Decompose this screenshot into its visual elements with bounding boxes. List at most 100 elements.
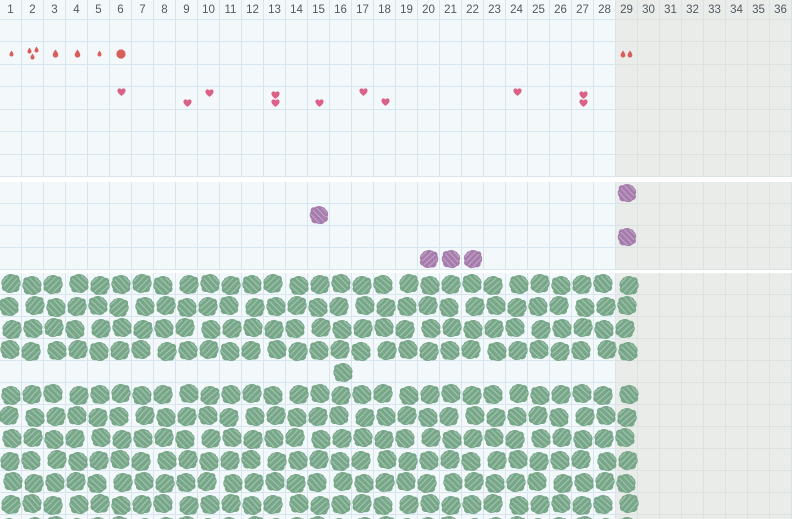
grid-cell[interactable]: [22, 248, 44, 270]
grid-cell[interactable]: [110, 132, 132, 155]
grid-cell[interactable]: [770, 204, 792, 226]
grid-cell[interactable]: [264, 132, 286, 155]
grid-cell[interactable]: [0, 471, 22, 493]
grid-cell[interactable]: [660, 383, 682, 405]
grid-cell[interactable]: [22, 64, 44, 88]
grid-cell[interactable]: [352, 361, 374, 383]
grid-cell[interactable]: [352, 339, 374, 361]
grid-cell[interactable]: [66, 204, 88, 226]
grid-cell[interactable]: [660, 493, 682, 515]
grid-cell[interactable]: [484, 226, 506, 248]
grid-cell[interactable]: [484, 317, 506, 339]
grid-cell[interactable]: [198, 361, 220, 383]
grid-cell[interactable]: [638, 204, 660, 226]
grid-cell[interactable]: [616, 471, 638, 493]
grid-cell[interactable]: [770, 64, 792, 88]
grid-cell[interactable]: [198, 339, 220, 361]
grid-cell[interactable]: [770, 87, 792, 110]
grid-cell[interactable]: [528, 427, 550, 449]
grid-cell[interactable]: [132, 339, 154, 361]
grid-cell[interactable]: [286, 226, 308, 248]
grid-cell[interactable]: [0, 493, 22, 515]
day-header-cell[interactable]: 13: [264, 0, 286, 20]
grid-cell[interactable]: [572, 109, 594, 133]
grid-cell[interactable]: [462, 361, 484, 383]
grid-cell[interactable]: [154, 295, 176, 317]
grid-cell[interactable]: [352, 154, 374, 177]
grid-cell[interactable]: [66, 295, 88, 317]
grid-cell[interactable]: [330, 405, 352, 427]
grid-cell[interactable]: [330, 515, 352, 519]
grid-cell[interactable]: [220, 493, 242, 515]
grid-cell[interactable]: [594, 405, 616, 427]
grid-cell[interactable]: [726, 471, 748, 493]
grid-cell[interactable]: [572, 87, 594, 110]
grid-cell[interactable]: [154, 20, 176, 43]
grid-cell[interactable]: [154, 182, 176, 204]
grid-cell[interactable]: [660, 405, 682, 427]
grid-cell[interactable]: [638, 64, 660, 88]
grid-cell[interactable]: [616, 226, 638, 248]
day-header-cell[interactable]: 23: [484, 0, 506, 20]
grid-cell[interactable]: [682, 248, 704, 270]
grid-cell[interactable]: [462, 339, 484, 361]
grid-cell[interactable]: [396, 493, 418, 515]
grid-cell[interactable]: [418, 405, 440, 427]
grid-cell[interactable]: [682, 493, 704, 515]
grid-cell[interactable]: [220, 317, 242, 339]
grid-cell[interactable]: [44, 273, 66, 295]
grid-cell[interactable]: [308, 87, 330, 110]
grid-cell[interactable]: [462, 87, 484, 110]
grid-cell[interactable]: [550, 339, 572, 361]
grid-cell[interactable]: [242, 317, 264, 339]
grid-cell[interactable]: [704, 87, 726, 110]
grid-cell[interactable]: [22, 182, 44, 204]
grid-cell[interactable]: [352, 20, 374, 43]
grid-cell[interactable]: [132, 427, 154, 449]
grid-cell[interactable]: [748, 515, 770, 519]
grid-cell[interactable]: [770, 339, 792, 361]
grid-cell[interactable]: [594, 226, 616, 248]
grid-cell[interactable]: [374, 317, 396, 339]
grid-cell[interactable]: [0, 248, 22, 270]
grid-cell[interactable]: [110, 182, 132, 204]
grid-cell[interactable]: [528, 295, 550, 317]
grid-cell[interactable]: [726, 383, 748, 405]
grid-cell[interactable]: [132, 361, 154, 383]
grid-cell[interactable]: [462, 515, 484, 519]
grid-cell[interactable]: [484, 204, 506, 226]
grid-cell[interactable]: [396, 204, 418, 226]
grid-cell[interactable]: [440, 42, 462, 65]
grid-cell[interactable]: [418, 493, 440, 515]
grid-cell[interactable]: [484, 493, 506, 515]
grid-cell[interactable]: [22, 339, 44, 361]
grid-cell[interactable]: [374, 383, 396, 405]
grid-cell[interactable]: [22, 226, 44, 248]
grid-cell[interactable]: [220, 273, 242, 295]
grid-cell[interactable]: [22, 493, 44, 515]
grid-cell[interactable]: [132, 405, 154, 427]
day-header-cell[interactable]: 19: [396, 0, 418, 20]
grid-cell[interactable]: [440, 109, 462, 133]
grid-cell[interactable]: [748, 339, 770, 361]
grid-cell[interactable]: [572, 182, 594, 204]
grid-cell[interactable]: [726, 42, 748, 65]
grid-cell[interactable]: [198, 515, 220, 519]
grid-cell[interactable]: [352, 449, 374, 471]
grid-cell[interactable]: [0, 132, 22, 155]
grid-cell[interactable]: [462, 383, 484, 405]
grid-cell[interactable]: [66, 182, 88, 204]
grid-cell[interactable]: [264, 317, 286, 339]
day-header-cell[interactable]: 32: [682, 0, 704, 20]
grid-cell[interactable]: [88, 64, 110, 88]
grid-cell[interactable]: [682, 317, 704, 339]
grid-cell[interactable]: [506, 405, 528, 427]
grid-cell[interactable]: [242, 248, 264, 270]
grid-cell[interactable]: [88, 317, 110, 339]
grid-cell[interactable]: [0, 317, 22, 339]
grid-cell[interactable]: [770, 273, 792, 295]
grid-cell[interactable]: [220, 339, 242, 361]
grid-cell[interactable]: [308, 339, 330, 361]
grid-cell[interactable]: [660, 339, 682, 361]
grid-cell[interactable]: [726, 361, 748, 383]
